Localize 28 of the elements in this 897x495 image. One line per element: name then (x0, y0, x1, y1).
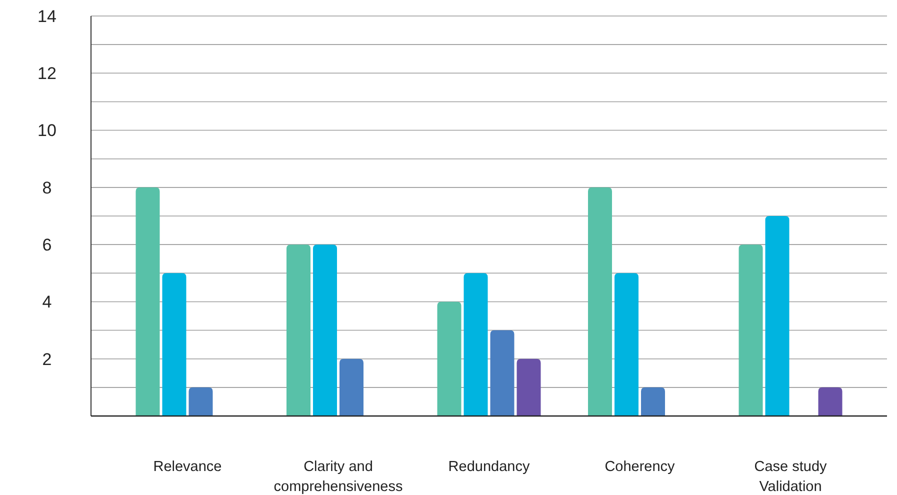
bar (437, 302, 462, 416)
y-tick-label: 2 (42, 350, 52, 369)
y-tick-label: 8 (42, 178, 52, 198)
x-tick-label: Case study Validation (754, 459, 828, 495)
bar (818, 387, 842, 416)
bar (339, 358, 364, 416)
bar (641, 387, 666, 416)
bar (490, 330, 514, 416)
y-tick-label: 4 (42, 292, 52, 312)
y-tick-label: 6 (42, 236, 52, 255)
x-tick-label: Clarity and comprehensiveness (274, 459, 403, 495)
bar (136, 187, 160, 416)
bar (188, 387, 213, 416)
bar (162, 273, 186, 416)
y-tick-label: 10 (38, 121, 56, 140)
bar (614, 273, 639, 416)
bar (738, 244, 763, 416)
y-tick-label: 12 (38, 64, 56, 84)
x-tick-label: Redundancy (448, 459, 530, 475)
y-tick-label: 14 (38, 6, 56, 26)
bar (312, 244, 337, 416)
bar (286, 244, 310, 416)
x-tick-label: Coherency (604, 459, 676, 475)
x-tick-label: Relevance (153, 459, 222, 475)
bar (588, 187, 612, 416)
bar (464, 273, 488, 416)
bar (516, 358, 541, 416)
bar (765, 216, 790, 416)
